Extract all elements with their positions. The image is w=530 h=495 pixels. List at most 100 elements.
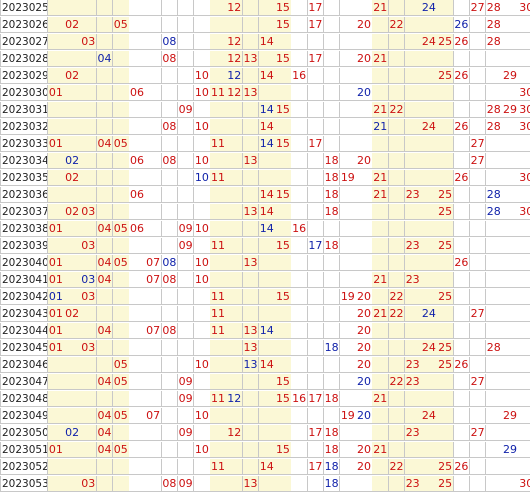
drawn-number-cell: 16 <box>291 221 309 237</box>
drawn-number-cell: 11 <box>210 323 227 339</box>
empty-number-cell <box>437 323 454 339</box>
drawn-number-cell: 26 <box>453 119 471 135</box>
empty-number-cell <box>96 391 114 407</box>
empty-number-cell <box>145 34 163 50</box>
empty-number-cell <box>96 119 114 135</box>
drawn-number-cell: 18 <box>323 459 341 475</box>
empty-number-cell <box>177 153 195 169</box>
empty-number-cell <box>502 357 519 373</box>
empty-number-cell <box>485 306 503 322</box>
empty-number-cell <box>453 51 471 67</box>
drawn-number-cell: 18 <box>323 238 341 254</box>
empty-number-cell <box>161 391 179 407</box>
empty-number-cell <box>64 391 81 407</box>
empty-number-cell <box>339 476 357 492</box>
empty-number-cell <box>323 289 341 305</box>
empty-number-cell <box>112 0 130 16</box>
table-row: 2023028 04 08 12 13 15 17 20 21 <box>0 51 530 68</box>
empty-number-cell <box>307 34 325 50</box>
table-row: 2023049 04 05 07 10 19 20 24 29 <box>0 408 530 425</box>
empty-number-cell <box>145 459 163 475</box>
empty-number-cell <box>64 51 81 67</box>
issue-number: 2023051 <box>0 442 48 458</box>
empty-number-cell <box>226 323 244 339</box>
drawn-number-cell: 07 <box>145 323 163 339</box>
empty-number-cell <box>291 272 309 288</box>
empty-number-cell <box>96 340 114 356</box>
empty-number-cell <box>469 34 487 50</box>
empty-number-cell <box>453 0 471 16</box>
table-row: 2023039 03 09 11 15 17 18 23 25 <box>0 238 530 255</box>
empty-number-cell <box>339 136 357 152</box>
empty-number-cell <box>48 102 65 118</box>
drawn-number-cell: 30 <box>518 119 530 135</box>
empty-number-cell <box>226 17 244 33</box>
drawn-number-cell: 24 <box>421 408 438 424</box>
empty-number-cell <box>258 0 276 16</box>
empty-number-cell <box>129 476 146 492</box>
drawn-number-cell: 14 <box>258 357 276 373</box>
empty-number-cell <box>502 119 519 135</box>
issue-number: 2023038 <box>0 221 48 237</box>
empty-number-cell <box>421 255 438 271</box>
drawn-number-cell: 09 <box>177 374 195 390</box>
empty-number-cell <box>64 323 81 339</box>
drawn-number-cell: 15 <box>275 289 292 305</box>
drawn-number-cell: 16 <box>291 68 309 84</box>
empty-number-cell <box>145 119 163 135</box>
table-row: 2023042 01 03 11 15 19 20 22 25 <box>0 289 530 306</box>
drawn-number-cell: 08 <box>161 34 179 50</box>
empty-number-cell <box>161 408 179 424</box>
empty-number-cell <box>453 323 471 339</box>
empty-number-cell <box>242 170 260 186</box>
empty-number-cell <box>112 272 130 288</box>
empty-number-cell <box>64 289 81 305</box>
empty-number-cell <box>291 476 309 492</box>
drawn-number-cell: 18 <box>323 425 341 441</box>
empty-number-cell <box>112 323 130 339</box>
drawn-number-cell: 06 <box>129 153 146 169</box>
drawn-number-cell: 17 <box>307 17 325 33</box>
empty-number-cell <box>129 204 146 220</box>
drawn-number-cell: 05 <box>112 442 130 458</box>
empty-number-cell <box>193 0 211 16</box>
drawn-number-cell: 12 <box>226 391 244 407</box>
empty-number-cell <box>372 289 390 305</box>
drawn-number-cell: 25 <box>437 238 454 254</box>
drawn-number-cell: 18 <box>323 153 341 169</box>
empty-number-cell <box>96 34 114 50</box>
drawn-number-cell: 20 <box>356 374 373 390</box>
drawn-number-cell: 30 <box>518 204 530 220</box>
empty-number-cell <box>258 153 276 169</box>
empty-number-cell <box>421 17 438 33</box>
drawn-number-cell: 23 <box>404 357 422 373</box>
empty-number-cell <box>469 476 487 492</box>
empty-number-cell <box>404 68 422 84</box>
drawn-number-cell: 01 <box>48 85 65 101</box>
empty-number-cell <box>145 153 163 169</box>
issue-number: 2023044 <box>0 323 48 339</box>
empty-number-cell <box>502 476 519 492</box>
drawn-number-cell: 23 <box>404 272 422 288</box>
empty-number-cell <box>275 272 292 288</box>
drawn-number-cell: 11 <box>210 306 227 322</box>
empty-number-cell <box>485 85 503 101</box>
issue-number: 2023050 <box>0 425 48 441</box>
empty-number-cell <box>307 187 325 203</box>
drawn-number-cell: 02 <box>64 306 81 322</box>
empty-number-cell <box>80 374 98 390</box>
empty-number-cell <box>193 238 211 254</box>
empty-number-cell <box>404 255 422 271</box>
drawn-number-cell: 06 <box>129 85 146 101</box>
empty-number-cell <box>145 204 163 220</box>
empty-number-cell <box>388 255 406 271</box>
empty-number-cell <box>258 272 276 288</box>
empty-number-cell <box>485 425 503 441</box>
empty-number-cell <box>48 34 65 50</box>
empty-number-cell <box>145 221 163 237</box>
drawn-number-cell: 11 <box>210 289 227 305</box>
empty-number-cell <box>404 442 422 458</box>
drawn-number-cell: 08 <box>161 153 179 169</box>
